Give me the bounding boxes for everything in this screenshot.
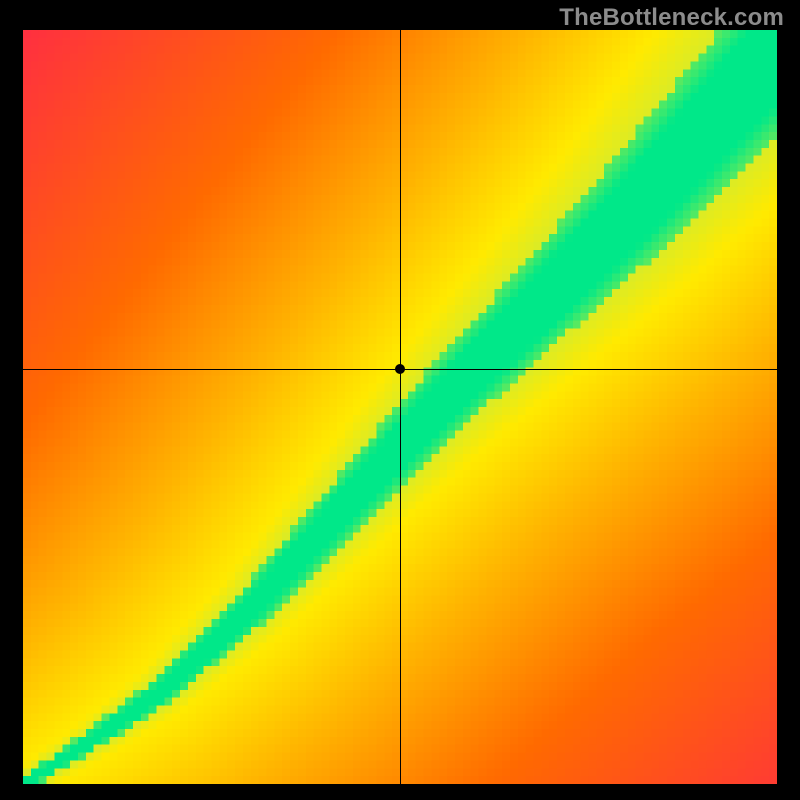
watermark-label: TheBottleneck.com <box>559 4 784 32</box>
crosshair-marker <box>395 364 405 374</box>
plot-area <box>23 30 777 784</box>
crosshair-vertical <box>400 30 401 784</box>
chart-container: TheBottleneck.com <box>0 0 800 800</box>
